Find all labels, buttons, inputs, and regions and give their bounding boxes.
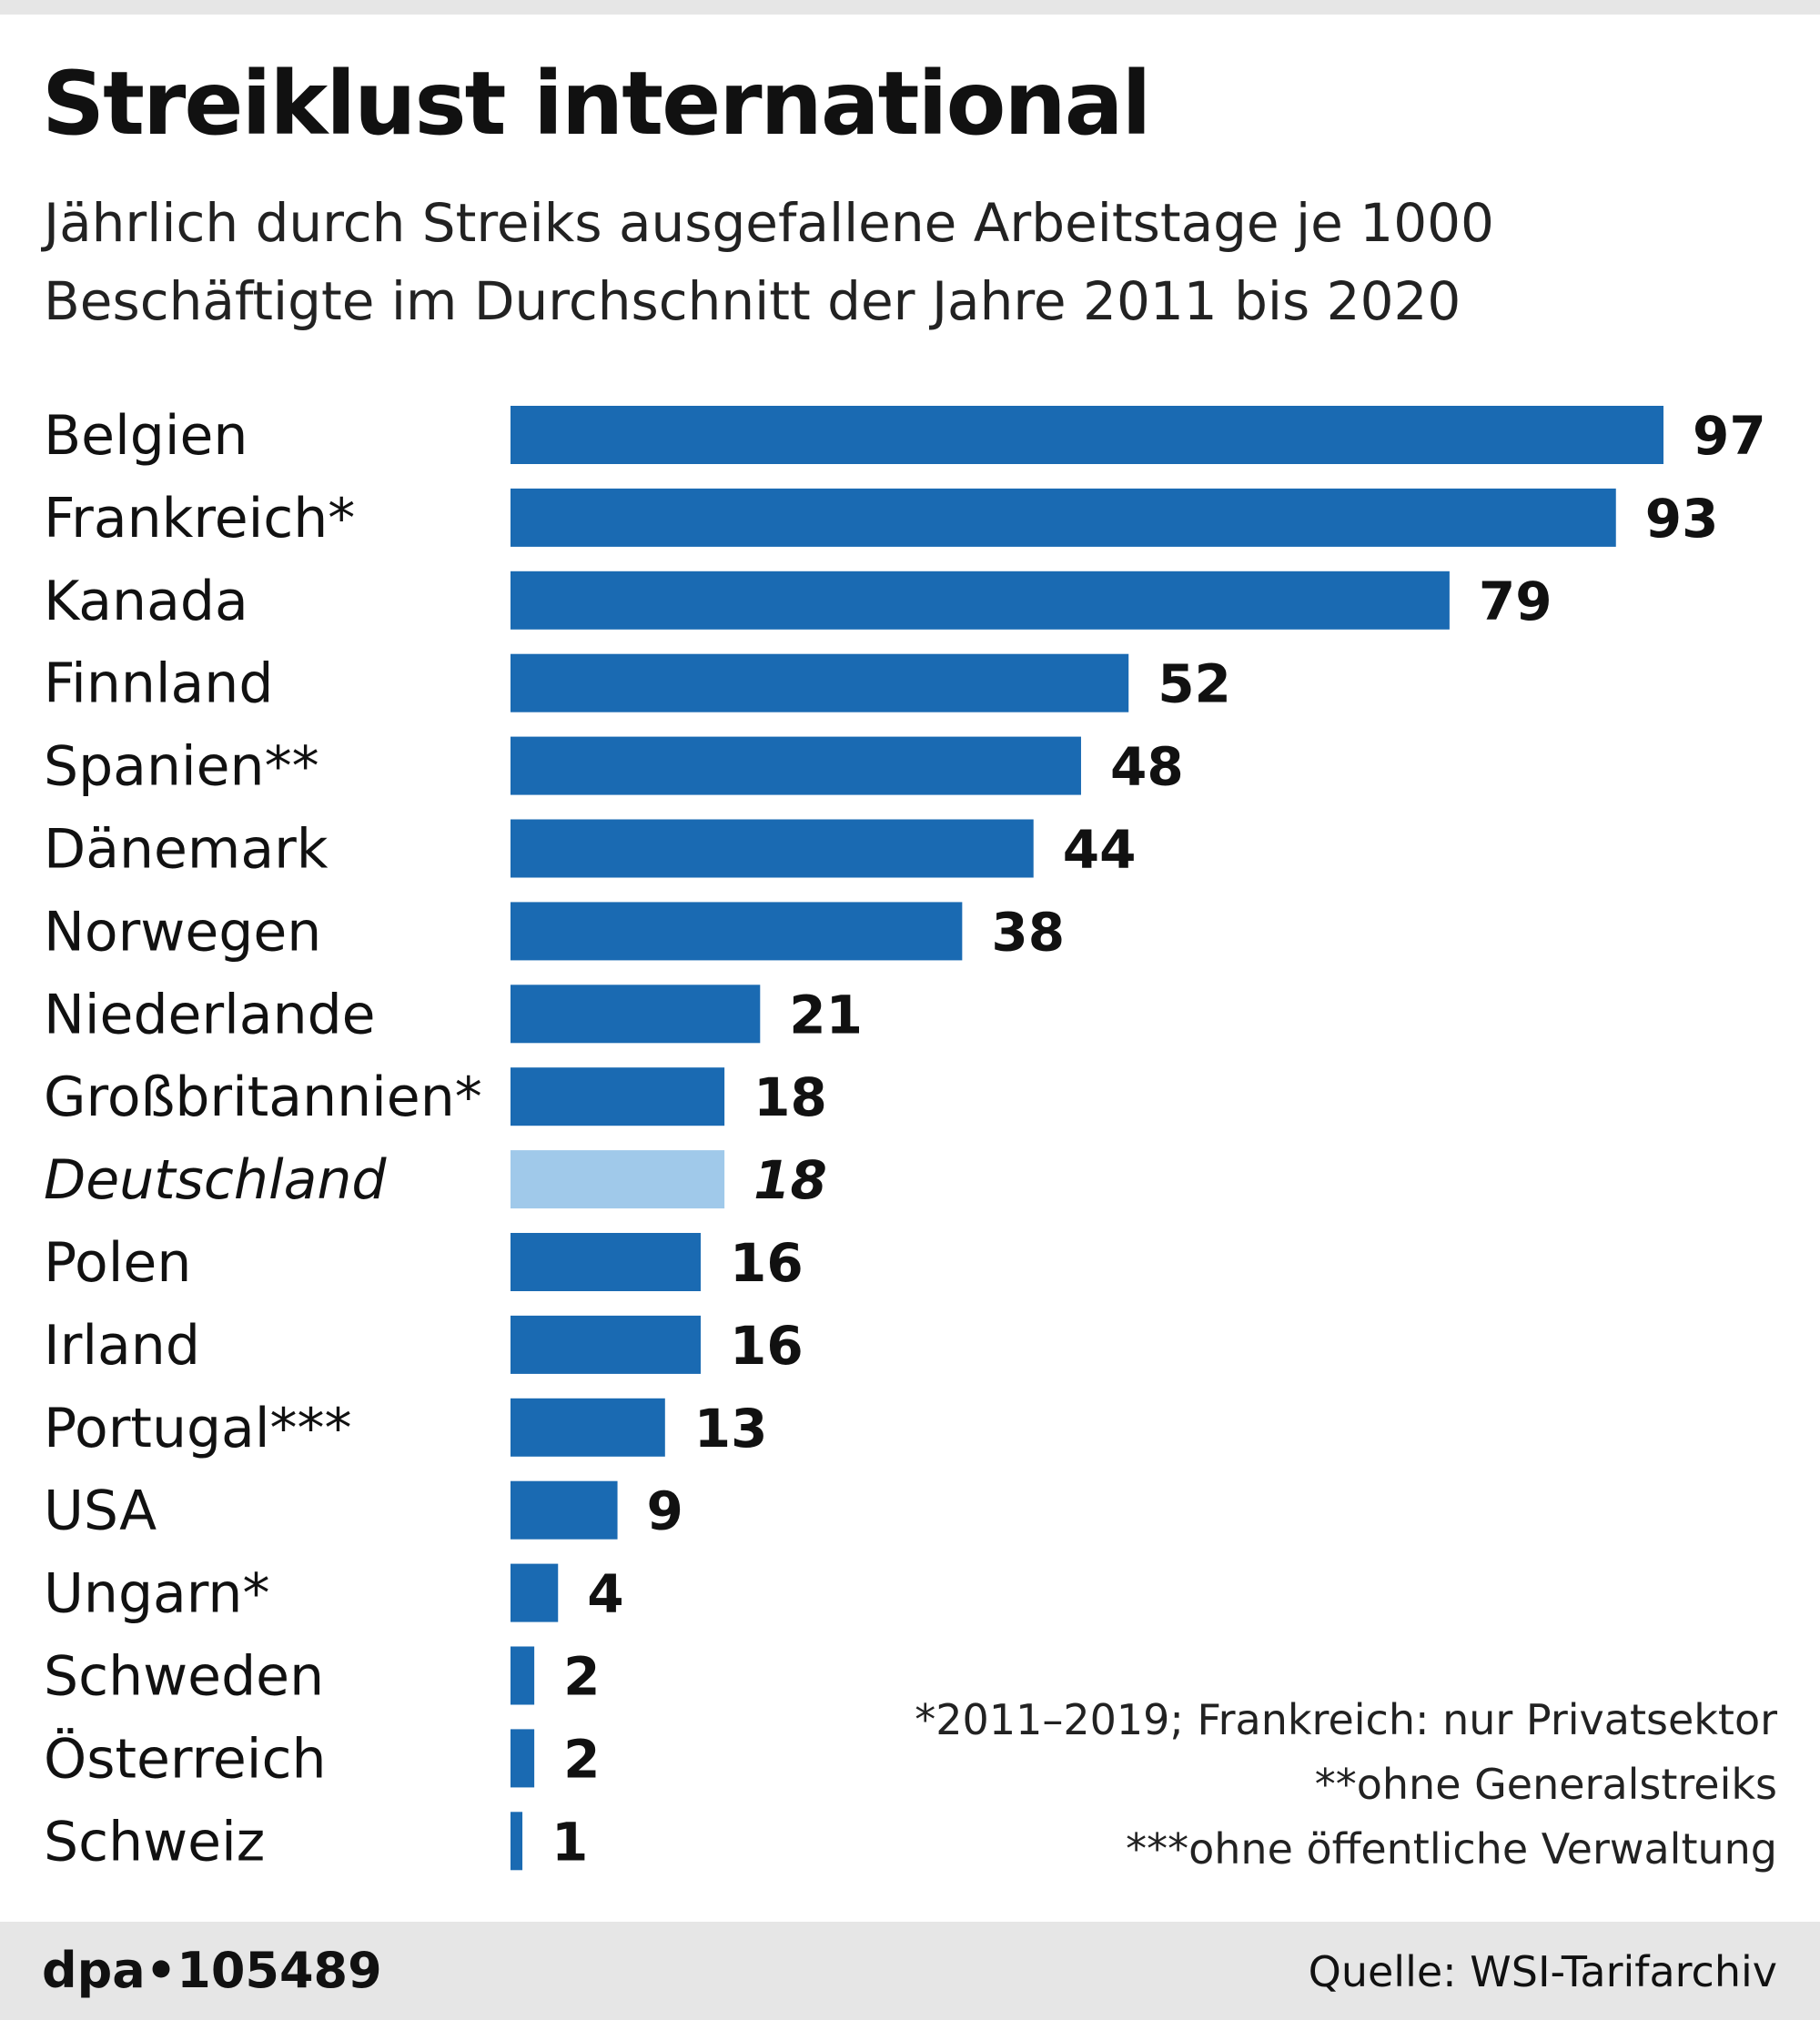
category-label: Spanien**	[44, 735, 319, 799]
category-label: Niederlande	[44, 983, 376, 1046]
value-label: 93	[1645, 488, 1719, 550]
subtitle-line: Beschäftigte im Durchschnitt der Jahre 2…	[44, 270, 1461, 332]
category-label: Deutschland	[44, 1148, 387, 1212]
bar	[511, 819, 1034, 878]
bar	[511, 571, 1450, 630]
bar	[511, 1480, 618, 1540]
bar	[511, 736, 1081, 795]
bar	[511, 653, 1129, 712]
footnote: **ohne Generalstreiks	[1314, 1760, 1777, 1809]
bar	[511, 902, 963, 961]
category-label: Norwegen	[44, 900, 321, 964]
category-label: Belgien	[44, 404, 248, 468]
bar	[511, 1233, 701, 1291]
footnote: *2011–2019; Frankreich: nur Privatsektor	[915, 1695, 1777, 1744]
bar	[511, 406, 1663, 464]
bar	[511, 1729, 535, 1788]
value-label: 4	[587, 1563, 623, 1625]
chart-subtitle: Jährlich durch Streiks ausgefallene Arbe…	[44, 184, 1494, 340]
value-label: 44	[1063, 819, 1137, 881]
source-text: Quelle: WSI-Tarifarchiv	[1308, 1947, 1777, 1996]
subtitle-line: Jährlich durch Streiks ausgefallene Arbe…	[44, 192, 1494, 254]
value-label: 18	[753, 1149, 827, 1211]
bar	[511, 985, 761, 1044]
category-label: Österreich	[44, 1726, 327, 1791]
footer: dpa•105489 Quelle: WSI-Tarifarchiv	[0, 1922, 1820, 2020]
value-label: 18	[753, 1066, 827, 1128]
value-label: 21	[789, 984, 863, 1045]
bar	[511, 1563, 559, 1622]
value-label: 97	[1693, 405, 1766, 467]
bar	[511, 1315, 701, 1374]
category-label: Finnland	[44, 652, 273, 716]
category-label: Dänemark	[44, 818, 329, 882]
category-label: Großbritannien*	[44, 1066, 482, 1129]
bar	[511, 488, 1616, 547]
chart-title: Streiklust international	[42, 53, 1151, 155]
category-label: Ungarn*	[44, 1562, 269, 1626]
value-label: 1	[551, 1811, 588, 1873]
value-label: 48	[1110, 736, 1184, 798]
value-label: 9	[647, 1480, 683, 1542]
category-label: Schweiz	[44, 1810, 265, 1874]
value-label: 52	[1158, 653, 1231, 715]
top-strip	[0, 0, 1820, 15]
bar-chart: Belgien 97 Frankreich* 93 Kanada 79 Finnland 52…	[44, 404, 1766, 1874]
category-label: Portugal***	[44, 1397, 352, 1460]
bar	[511, 1646, 535, 1705]
category-label: Schweden	[44, 1645, 324, 1709]
dpa-logo: dpa•105489	[42, 1942, 382, 1999]
bar	[511, 1067, 725, 1126]
bar	[511, 1812, 523, 1871]
category-label: USA	[44, 1480, 157, 1543]
value-label: 2	[563, 1728, 600, 1790]
bar	[511, 1398, 665, 1457]
bar	[511, 1150, 725, 1209]
category-label: Frankreich*	[44, 487, 355, 550]
category-label: Polen	[44, 1231, 191, 1295]
category-label: Kanada	[44, 570, 248, 633]
value-label: 16	[730, 1315, 804, 1377]
value-label: 79	[1479, 571, 1552, 632]
category-label: Irland	[44, 1314, 200, 1378]
value-label: 16	[730, 1232, 804, 1294]
value-label: 2	[563, 1646, 600, 1708]
footnote: ***ohne öffentliche Verwaltung	[1126, 1824, 1777, 1874]
value-label: 13	[694, 1398, 768, 1459]
footnotes: *2011–2019; Frankreich: nur Privatsektor…	[915, 1688, 1777, 1882]
value-label: 38	[991, 901, 1065, 963]
